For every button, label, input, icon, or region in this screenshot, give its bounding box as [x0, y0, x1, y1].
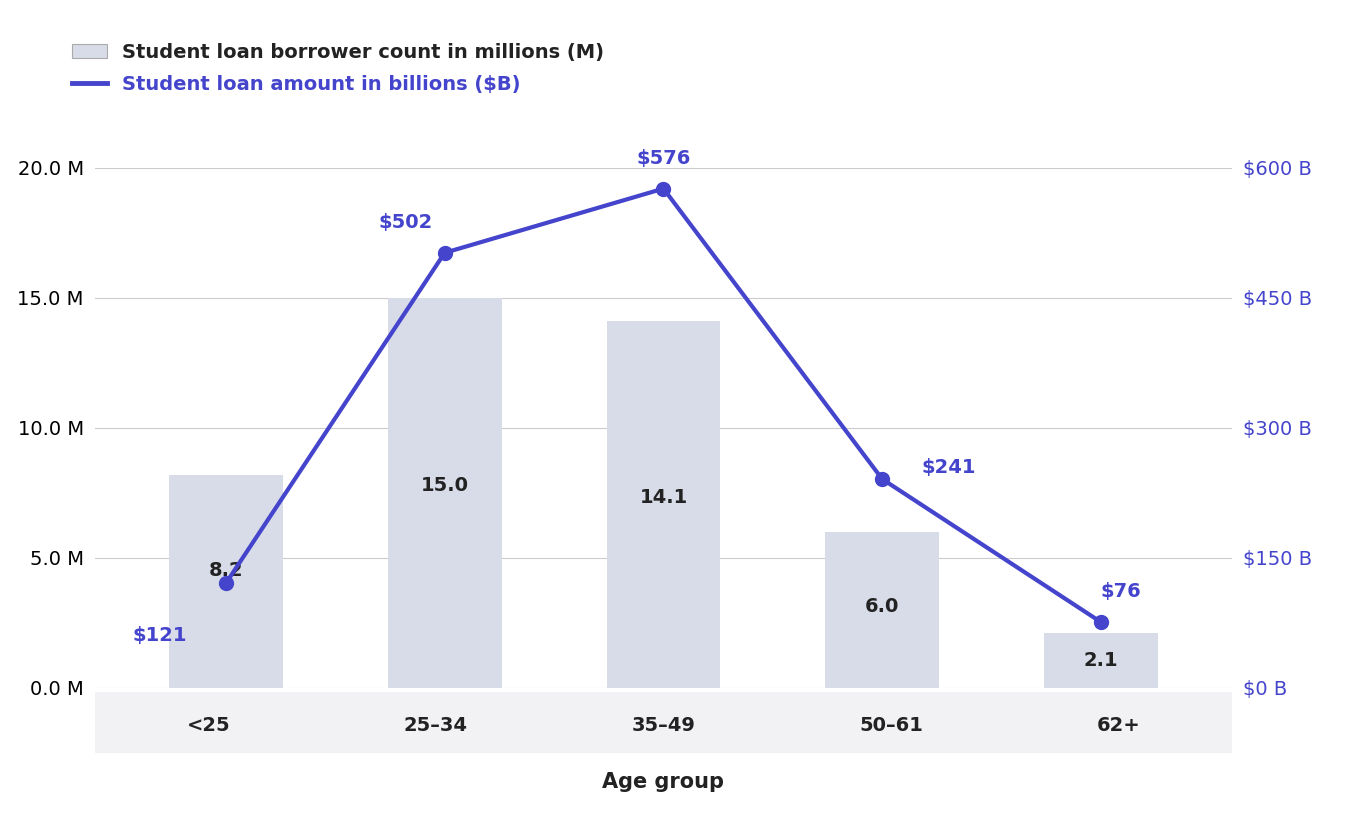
Legend: Student loan borrower count in millions (M), Student loan amount in billions ($B: Student loan borrower count in millions … [64, 35, 612, 102]
Text: $502: $502 [378, 213, 432, 232]
Text: $576: $576 [636, 149, 691, 168]
Text: 6.0: 6.0 [865, 597, 899, 617]
Text: 50–61: 50–61 [858, 716, 923, 735]
Text: 14.1: 14.1 [639, 487, 688, 507]
Text: 25–34: 25–34 [403, 716, 468, 735]
Text: 62+: 62+ [1097, 716, 1140, 735]
Bar [607, 321, 720, 688]
Text: <25: <25 [187, 716, 230, 735]
Text: $76: $76 [1101, 582, 1141, 601]
Bar [1044, 633, 1158, 688]
Text: 8.2: 8.2 [209, 561, 244, 581]
Text: $241: $241 [922, 458, 976, 477]
Text: $121: $121 [133, 627, 187, 645]
FancyBboxPatch shape [61, 690, 1266, 754]
Text: 15.0: 15.0 [421, 476, 468, 495]
Bar [387, 298, 501, 688]
Text: Age group: Age group [603, 772, 724, 792]
Text: 35–49: 35–49 [631, 716, 696, 735]
Bar [826, 532, 940, 688]
Bar [169, 475, 283, 688]
Text: 2.1: 2.1 [1083, 651, 1118, 670]
